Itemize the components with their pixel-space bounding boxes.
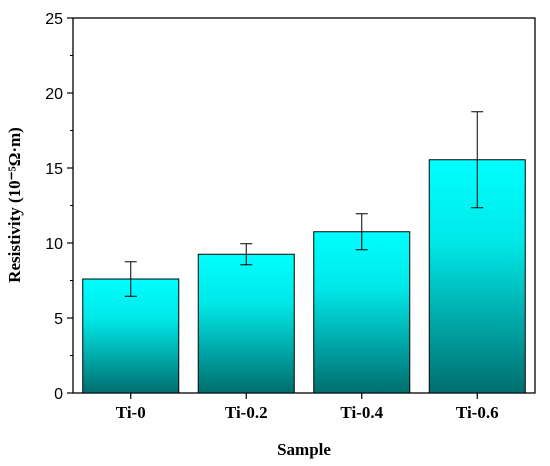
y-tick-label: 10 [45, 236, 63, 253]
y-axis-ticks: 0 5 10 15 20 25 [45, 11, 73, 403]
x-tick-label: Ti-0.2 [225, 403, 268, 422]
y-tick-label: 5 [54, 311, 63, 328]
x-axis-ticks: Ti-0 Ti-0.2 Ti-0.4 Ti-0.6 [116, 393, 499, 422]
x-tick-label: Ti-0 [116, 403, 146, 422]
x-axis-title: Sample [277, 440, 331, 459]
y-tick-label: 25 [45, 11, 63, 28]
bars-layer [82, 159, 526, 394]
x-tick-label: Ti-0.4 [340, 403, 383, 422]
bar-ti-0-2 [197, 253, 295, 394]
y-tick-label: 0 [54, 386, 63, 403]
y-tick-label: 20 [45, 86, 63, 103]
y-tick-label: 15 [45, 161, 63, 178]
x-tick-label: Ti-0.6 [456, 403, 499, 422]
bar-ti-0-4 [313, 231, 411, 394]
error-bars-layer [124, 111, 484, 297]
y-axis-title: Resistivity (10⁻⁵Ω·m) [5, 127, 24, 283]
